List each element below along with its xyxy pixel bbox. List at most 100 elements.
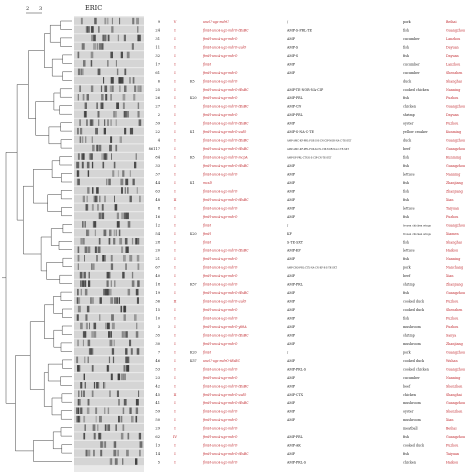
gel-lane [74, 330, 144, 339]
source: fish [403, 28, 410, 32]
virulence-genes: fimH [202, 350, 211, 354]
virulence-genes: fimH-uncA-ugz-mdrO [202, 206, 238, 210]
isolate-id: 10 [155, 317, 160, 321]
isolate-id: 33 [155, 164, 160, 168]
dendrogram-branch [53, 296, 63, 314]
virulence-genes: fimH [202, 240, 211, 244]
st-type: I [174, 45, 176, 49]
resistance-profile: AMP-CRO-PRL-CTX-NA-CN-KF-K-S-TE-SXT [286, 267, 338, 270]
dendrogram-branch [35, 101, 54, 136]
isolate-id: 6 [158, 79, 161, 83]
st-type: I [174, 147, 176, 151]
dendrogram-branch [29, 321, 45, 390]
source: fish [403, 240, 410, 244]
virulence-genes: fimH-uncA-ugz-mdrO-tEsBC [202, 384, 249, 388]
isolate-row: 22 I K1 fimH-uncA-ugz-mdrO-uulO AMP-S-NA-C-T… [155, 130, 462, 134]
dendrogram-branch [46, 262, 63, 280]
dendrogram-branch [33, 440, 72, 462]
st-type: II [174, 393, 177, 397]
dendrogram-branch [40, 236, 52, 272]
st-type: I [174, 130, 176, 134]
virulence-genes: fimH-uncA-ugz-mdrO [202, 257, 238, 261]
gel-lane [74, 144, 144, 152]
gel-lane [74, 398, 144, 406]
isolate-row: 62 IV fimH-uncA-ugz-mdrO AMP-PRL fish Guangzh… [155, 435, 465, 439]
dendrogram-branch [16, 84, 29, 221]
resistance-profile: AMP [286, 215, 296, 219]
isolate-id: 16 [155, 215, 160, 219]
dendrogram-branch [47, 363, 63, 382]
isolate-id: 2 [158, 113, 160, 117]
st-type: I [174, 308, 176, 312]
st-type: I [174, 266, 176, 270]
virulence-genes: fimH-uncA-ugz-mdrO [202, 444, 238, 448]
city: Nanning [446, 172, 461, 176]
dendrogram-branch [49, 24, 61, 43]
virulence-genes: fimH-uncA-ugz-mdrO [202, 215, 238, 219]
serotype: K20 [190, 232, 197, 236]
gel-lane [74, 449, 144, 457]
resistance-profile: AMP [286, 325, 296, 329]
virulence-genes: fimH-uncA-ugz-mdrO-uulO [202, 300, 247, 304]
st-type: I [174, 37, 176, 41]
dendrogram-branch [61, 325, 72, 335]
virulence-genes: fimH-uncA-ugz-mdrO [202, 435, 238, 439]
virulence-genes: fimH [202, 62, 211, 66]
city: Xiamen [446, 232, 459, 236]
source: beef [403, 147, 411, 151]
st-type: I [174, 452, 176, 456]
gel-lane [74, 93, 144, 101]
source: chicken [403, 105, 417, 109]
isolate-id: 41 [155, 401, 160, 405]
source: cucumber [403, 376, 420, 380]
city: Fuzhou [446, 317, 458, 321]
dendrogram-branch [62, 359, 72, 369]
city: Dayuan [446, 54, 460, 58]
city: Haikou [446, 461, 458, 465]
source: cooked duck [403, 308, 425, 312]
city: Shenzhen [446, 410, 463, 414]
city: Zhanjiang [446, 342, 464, 346]
gel-lane [74, 424, 144, 432]
virulence-genes: mcsD [203, 181, 212, 185]
virulence-genes: fimH-uncA-ugz-mdrO-uulO [202, 130, 247, 134]
resistance-profile: AMP-PRL-S [286, 367, 307, 371]
city: Nanning [446, 257, 461, 261]
virulence-genes: fimH-uncA-ugz-mdrO-tEsBC [202, 291, 249, 295]
source: fish [403, 291, 410, 295]
scale-tick-left: 2 [26, 6, 29, 12]
isolate-id: 42 [155, 384, 160, 388]
dendrogram-branch [23, 185, 42, 255]
st-type: I [174, 54, 176, 58]
virulence-genes: fimH-uncA-ugz-mdrO-tEsBC [202, 105, 249, 109]
virulence-genes: fimH-uncA-ugz-mdrO [202, 54, 238, 58]
resistance-profile: AMP-TE-NOR-NA-CIP [286, 88, 324, 92]
gel-lane [74, 186, 144, 195]
city: Shanghai [446, 79, 462, 83]
resistance-profile: AMP [286, 384, 296, 388]
city: Guangzhou [446, 139, 465, 143]
gel-lanes [74, 17, 144, 466]
st-type: I [174, 28, 176, 32]
source: beef [403, 384, 411, 388]
isolate-id: 35 [155, 333, 160, 337]
st-type: V [173, 20, 177, 24]
gel-lane [74, 220, 144, 228]
city: Nanning [446, 88, 461, 92]
